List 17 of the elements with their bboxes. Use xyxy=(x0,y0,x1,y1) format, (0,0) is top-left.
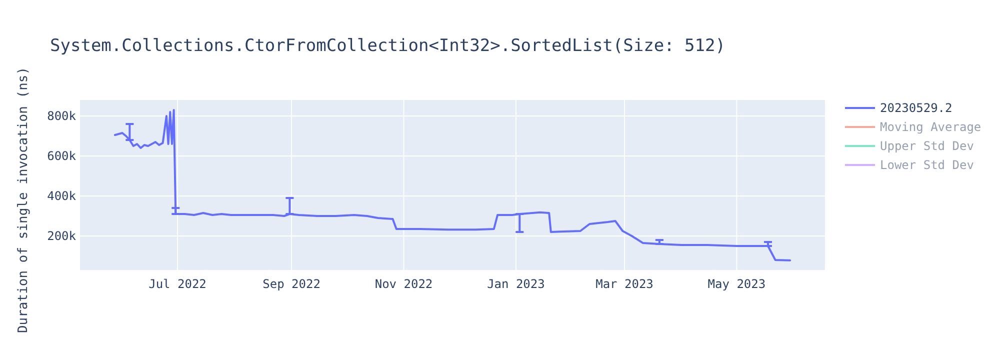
y-tick-label: 200k xyxy=(47,229,77,243)
y-axis-title: Duration of single invocation (ns) xyxy=(16,66,31,334)
x-tick-label: Nov 2022 xyxy=(374,277,433,291)
x-tick-label: Mar 2023 xyxy=(596,277,654,291)
x-tick-label: Jul 2022 xyxy=(148,277,206,291)
legend-label: 20230529.2 xyxy=(880,101,952,115)
legend-label: Moving Average xyxy=(880,120,982,134)
y-tick-label: 600k xyxy=(47,149,77,163)
y-tick-label: 800k xyxy=(47,109,77,123)
line-series xyxy=(114,109,792,262)
legend-label: Lower Std Dev xyxy=(880,158,974,172)
x-tick-label: Jan 2023 xyxy=(487,277,545,291)
x-tick-label: May 2023 xyxy=(708,277,766,291)
x-tick-label: Sep 2022 xyxy=(262,277,320,291)
chart-title: System.Collections.CtorFromCollection<Int32>.SortedList(Size: 512) xyxy=(50,36,726,56)
y-tick-label: 400k xyxy=(47,189,77,203)
legend-label: Upper Std Dev xyxy=(880,139,974,153)
